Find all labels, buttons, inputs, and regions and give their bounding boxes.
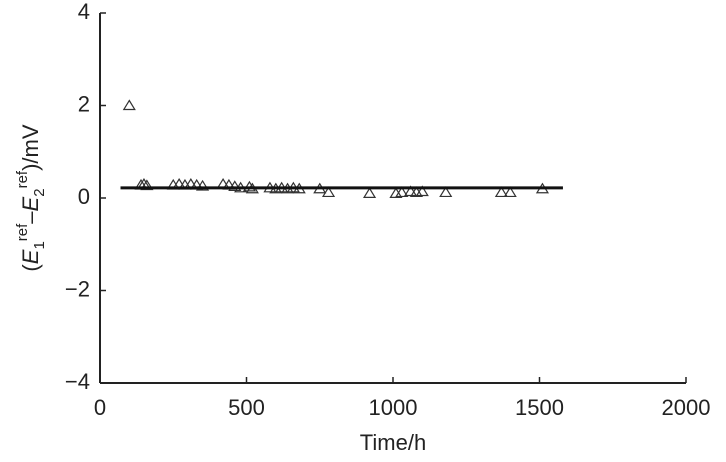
- x-tick-label: 2000: [662, 395, 711, 420]
- data-point: [140, 179, 154, 191]
- data-point: [404, 185, 418, 197]
- x-tick-label: 1500: [515, 395, 564, 420]
- y-label-part: )/mV: [18, 124, 43, 171]
- y-label-part: (: [18, 264, 43, 272]
- x-axis-label: Time/h: [360, 430, 426, 455]
- data-point: [503, 186, 517, 198]
- data-point: [195, 179, 210, 191]
- data-point: [362, 187, 377, 198]
- y-tick-label: −2: [65, 276, 90, 301]
- x-tick-label: 0: [94, 395, 106, 420]
- data-point: [439, 186, 453, 198]
- y-label-part: E: [18, 196, 43, 211]
- y-label-part: –: [18, 211, 43, 224]
- x-tick-label: 1000: [369, 395, 418, 420]
- y-tick-label: −4: [65, 369, 90, 394]
- y-label-part: ref: [14, 170, 31, 188]
- data-point: [122, 99, 136, 111]
- data-point: [321, 186, 336, 198]
- data-point: [395, 186, 409, 198]
- y-axis-label: (E1ref–E2ref)/mV: [14, 124, 48, 271]
- y-label-part: ref: [14, 223, 31, 241]
- y-label-part: 1: [31, 241, 48, 249]
- y-tick-label: 0: [78, 184, 90, 209]
- y-label-part: E: [18, 249, 43, 264]
- data-point: [228, 180, 242, 192]
- y-tick-label: 4: [78, 0, 90, 24]
- y-tick-label: 2: [78, 91, 90, 116]
- data-point: [494, 186, 508, 198]
- x-tick-label: 500: [228, 395, 265, 420]
- y-label-part: 2: [31, 188, 48, 196]
- data-point: [415, 185, 429, 197]
